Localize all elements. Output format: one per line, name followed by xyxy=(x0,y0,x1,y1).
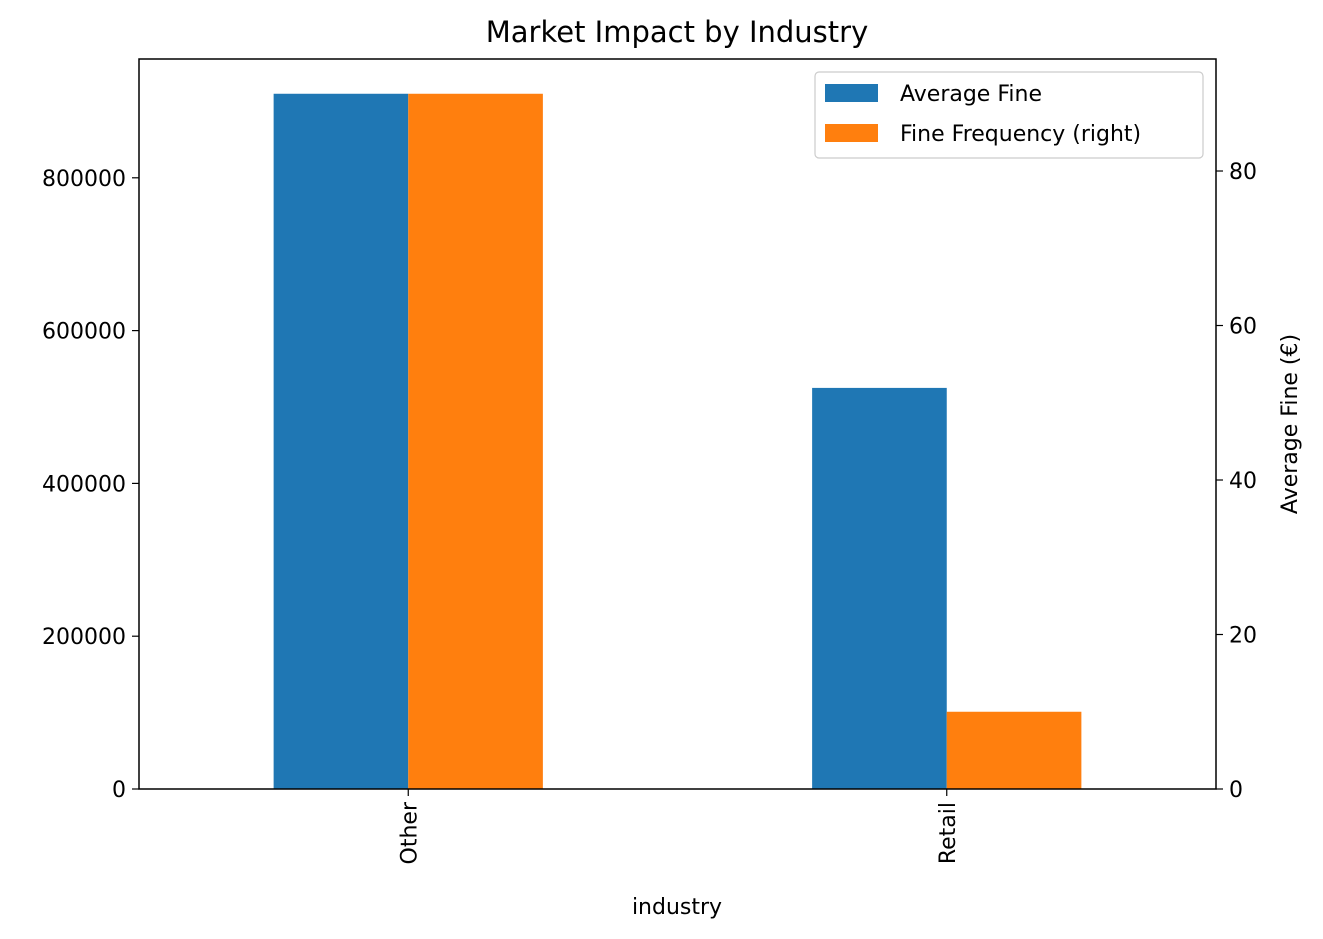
left-y-tick-label: 800000 xyxy=(42,167,126,192)
legend: Average Fine Fine Frequency (right) xyxy=(814,71,1204,159)
bars-group xyxy=(273,93,1082,789)
chart-title: Market Impact by Industry xyxy=(486,15,869,49)
right-y-tick-label: 20 xyxy=(1229,624,1257,649)
legend-label-fine-frequency: Fine Frequency (right) xyxy=(900,122,1141,147)
x-axis-label: industry xyxy=(632,895,722,920)
right-y-tick-label: 80 xyxy=(1229,160,1257,185)
legend-swatch-fine-frequency xyxy=(825,124,878,142)
left-y-tick-label: 0 xyxy=(112,778,126,803)
bar-fine-frequency-right-retail xyxy=(946,711,1082,789)
left-y-tick-label: 200000 xyxy=(42,625,126,650)
left-y-tick-label: 600000 xyxy=(42,320,126,345)
right-y-tick-label: 40 xyxy=(1229,469,1257,494)
left-y-axis: 0 200000 400000 600000 800000 xyxy=(42,167,139,803)
bar-fine-frequency-right-other xyxy=(408,93,543,789)
legend-frame xyxy=(814,71,1204,159)
x-tick-label: Other xyxy=(397,801,422,864)
x-tick-label: Retail xyxy=(936,802,961,864)
legend-swatch-average-fine xyxy=(825,84,878,102)
bar-average-fine-retail xyxy=(812,387,947,789)
right-y-tick-label: 0 xyxy=(1229,778,1243,803)
plot-frame xyxy=(138,58,1217,790)
right-y-axis-label: Average Fine (€) xyxy=(1278,334,1303,514)
right-y-axis: 0 20 40 60 80 xyxy=(1216,160,1257,803)
right-y-tick-label: 60 xyxy=(1229,315,1257,340)
x-axis: Other Retail xyxy=(397,789,961,864)
bar-average-fine-other xyxy=(273,93,409,789)
legend-label-average-fine: Average Fine xyxy=(900,82,1042,107)
left-y-tick-label: 400000 xyxy=(42,472,126,497)
